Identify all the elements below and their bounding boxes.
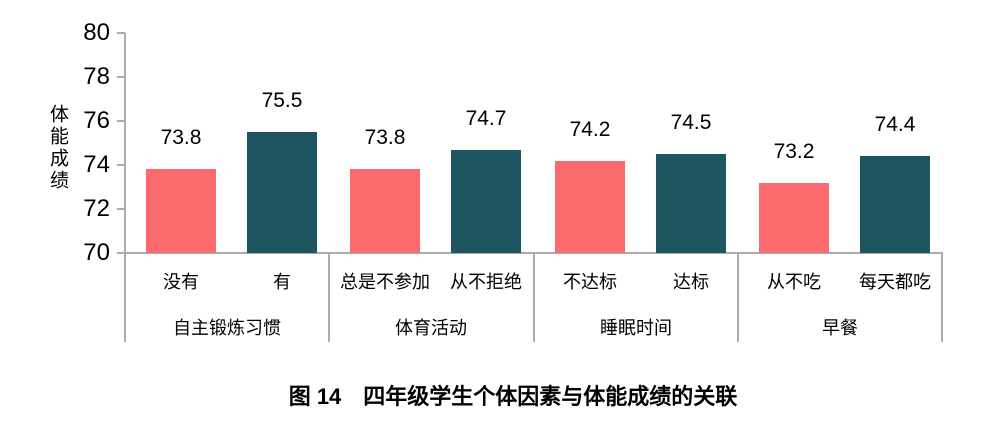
y-tick-label: 72	[83, 195, 110, 222]
category-divider	[941, 253, 943, 342]
bar-value-label: 73.2	[773, 140, 815, 163]
bar	[146, 169, 216, 253]
y-tick-mark	[117, 76, 125, 78]
bar-value-label: 74.2	[569, 118, 611, 141]
y-tick-label: 74	[83, 151, 110, 178]
category-label: 从不拒绝	[450, 272, 522, 292]
category-label: 每天都吃	[859, 272, 931, 292]
bar	[247, 132, 317, 253]
y-tick-label: 70	[83, 239, 110, 266]
y-tick-mark	[117, 164, 125, 166]
y-axis-title: 体能成绩	[47, 104, 68, 192]
bar	[451, 150, 521, 253]
bar	[350, 169, 420, 253]
category-label: 达标	[673, 272, 709, 292]
y-tick-mark	[117, 32, 125, 34]
bar-value-label: 74.4	[874, 113, 916, 136]
y-tick-label: 80	[83, 19, 110, 46]
bar	[656, 154, 726, 253]
y-axis-line	[124, 33, 126, 342]
category-label: 有	[273, 272, 291, 292]
category-divider	[328, 253, 330, 342]
bar-value-label: 73.8	[364, 126, 406, 149]
x-axis-line	[117, 252, 943, 254]
group-label: 体育活动	[395, 318, 467, 338]
group-label: 自主锻炼习惯	[173, 318, 281, 338]
category-label: 没有	[163, 272, 199, 292]
bar-value-label: 74.5	[670, 111, 712, 134]
bar-value-label: 74.7	[465, 107, 507, 130]
bar	[555, 161, 625, 253]
y-tick-mark	[117, 252, 125, 254]
group-label: 早餐	[822, 318, 858, 338]
group-label: 睡眠时间	[600, 318, 672, 338]
y-tick-label: 78	[83, 63, 110, 90]
category-divider	[533, 253, 535, 342]
bar-value-label: 73.8	[160, 126, 202, 149]
bar	[759, 183, 829, 253]
category-label: 总是不参加	[340, 272, 430, 292]
y-tick-label: 76	[83, 107, 110, 134]
bar-value-label: 75.5	[261, 89, 303, 112]
category-label: 从不吃	[767, 272, 821, 292]
category-label: 不达标	[563, 272, 617, 292]
y-tick-mark	[117, 120, 125, 122]
y-tick-mark	[117, 208, 125, 210]
chart-caption: 图 14 四年级学生个体因素与体能成绩的关联	[288, 384, 738, 409]
category-divider	[737, 253, 739, 342]
bar	[860, 156, 930, 253]
